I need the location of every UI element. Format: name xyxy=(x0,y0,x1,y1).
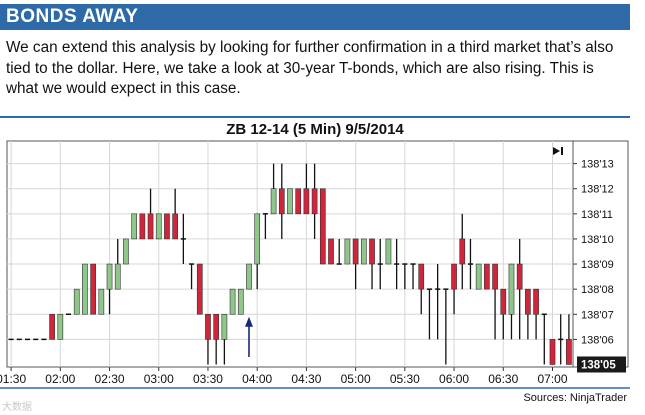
section-banner: BONDS AWAY xyxy=(0,4,630,30)
candle-down xyxy=(484,263,490,290)
candle-down xyxy=(328,238,334,265)
candle-up xyxy=(98,288,105,315)
y-tick-label: 138'12 xyxy=(581,184,614,196)
candle-down xyxy=(147,213,154,240)
candle-up xyxy=(385,238,392,265)
candle-up xyxy=(246,263,252,290)
divider-rule xyxy=(0,116,630,118)
candle-down xyxy=(418,263,425,290)
banner-title: BONDS AWAY xyxy=(6,6,139,27)
scroll-end-bar xyxy=(561,147,563,155)
x-tick-label: 07:00 xyxy=(537,372,567,386)
candle-up xyxy=(82,263,88,315)
watermark: 大数据 xyxy=(2,402,32,413)
candle-up xyxy=(360,238,367,265)
plot-frame xyxy=(6,140,574,368)
chart-title: ZB 12-14 (5 Min) 9/5/2014 xyxy=(226,121,404,138)
candle-up xyxy=(57,313,64,340)
x-tick-label: 05:30 xyxy=(390,372,420,386)
x-tick-label: 02:00 xyxy=(45,372,75,386)
x-tick-label: 06:00 xyxy=(439,372,469,386)
y-tick-label: 138'08 xyxy=(581,284,614,296)
scroll-end-icon xyxy=(553,147,560,155)
y-tick-label: 138'11 xyxy=(581,209,613,221)
candle-down xyxy=(311,188,318,215)
candle-down xyxy=(164,213,170,240)
candle-down xyxy=(90,263,96,315)
candle-down xyxy=(516,263,523,290)
candle-down xyxy=(492,263,498,290)
candle-up xyxy=(270,188,277,215)
candle-up xyxy=(123,238,129,265)
candle-down xyxy=(451,263,457,290)
candle-up xyxy=(114,263,121,290)
candle-down xyxy=(303,188,310,215)
candle-up xyxy=(508,263,515,315)
x-tick-label: 02:30 xyxy=(95,372,125,386)
up-arrow-icon xyxy=(244,316,253,327)
x-tick-label: 04:30 xyxy=(291,372,321,386)
candle-down xyxy=(369,238,375,265)
candle-up xyxy=(254,213,261,265)
candle-down xyxy=(500,288,507,315)
candle-down xyxy=(319,188,326,265)
y-tick-label: 138'06 xyxy=(581,334,614,346)
candle-down xyxy=(196,263,203,315)
candle-down xyxy=(278,188,285,215)
x-tick-label: 06:30 xyxy=(488,372,518,386)
candle-up xyxy=(344,238,351,265)
y-tick-label: 138'09 xyxy=(581,259,614,271)
price-axis-panel xyxy=(572,140,629,368)
last-price-box xyxy=(577,356,626,373)
candle-down xyxy=(49,313,55,340)
y-tick-label: 138'10 xyxy=(581,234,614,246)
candle-down xyxy=(352,238,359,265)
candle-up xyxy=(221,313,228,340)
candle-down xyxy=(459,238,466,265)
candle-series xyxy=(8,163,572,365)
candle-up xyxy=(131,213,137,240)
last-price-label: 138'05 xyxy=(581,359,616,371)
candle-up xyxy=(155,213,162,240)
candle-down xyxy=(566,339,572,365)
x-tick-label: 04:00 xyxy=(242,372,272,386)
candle-down xyxy=(139,213,146,240)
candle-up xyxy=(287,188,293,215)
candle-down xyxy=(533,288,539,315)
candle-down xyxy=(295,188,302,215)
candle-up xyxy=(73,288,80,315)
candle-down xyxy=(549,339,556,365)
candle-down xyxy=(525,288,531,315)
candle-up xyxy=(237,288,244,315)
candle-down xyxy=(213,313,220,340)
candle-down xyxy=(205,313,211,340)
candle-up xyxy=(475,263,482,290)
candle-up xyxy=(106,263,113,290)
intro-paragraph: We can extend this analysis by looking f… xyxy=(6,39,614,97)
x-tick-label: 01:30 xyxy=(0,372,26,386)
x-tick-label: 03:30 xyxy=(193,372,223,386)
x-tick-label: 03:00 xyxy=(144,372,174,386)
x-tick-label: 05:00 xyxy=(341,372,371,386)
candle-up xyxy=(229,288,236,315)
y-tick-label: 138'13 xyxy=(581,159,614,171)
y-tick-label: 138'07 xyxy=(581,309,614,321)
candle-down xyxy=(172,213,179,240)
source-credit: Sources: NinjaTrader xyxy=(523,392,627,404)
